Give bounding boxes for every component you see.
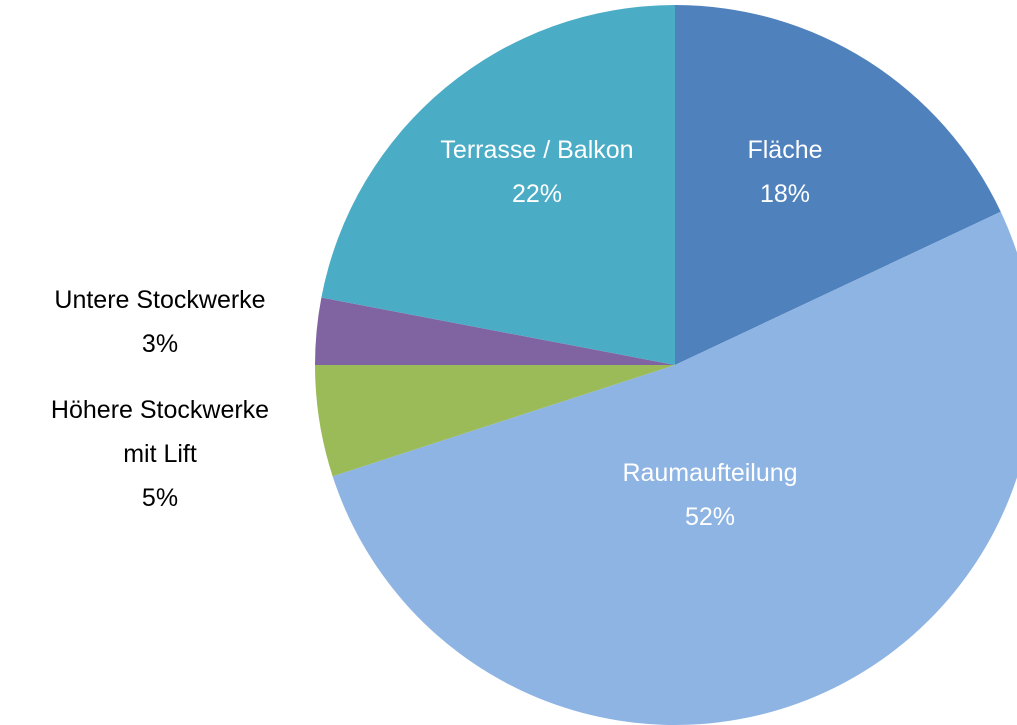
category-label: Höhere Stockwerke mit Lift	[50, 396, 270, 468]
value-label: 5%	[141, 484, 179, 512]
pie-slice	[315, 365, 675, 477]
pie-slice	[315, 297, 675, 365]
value-label: 52%	[684, 503, 736, 531]
value-label: 18%	[759, 180, 811, 208]
category-label: Fläche	[747, 136, 823, 164]
category-label: Raumaufteilung	[622, 459, 798, 487]
slice-label: Fläche 18%	[635, 128, 935, 216]
slice-label: Untere Stockwerke 3%	[10, 278, 310, 366]
category-label: Untere Stockwerke	[54, 286, 266, 314]
value-label: 22%	[511, 180, 563, 208]
slice-label: Terrasse / Balkon 22%	[387, 128, 687, 216]
pie-slice	[321, 4, 675, 366]
category-label: Terrasse / Balkon	[440, 136, 634, 164]
value-label: 3%	[141, 330, 179, 358]
pie-slice	[332, 211, 1017, 725]
slice-label: Raumaufteilung 52%	[560, 451, 860, 539]
pie-slice	[675, 5, 1001, 365]
slice-label: Höhere Stockwerke mit Lift 5%	[35, 388, 285, 520]
